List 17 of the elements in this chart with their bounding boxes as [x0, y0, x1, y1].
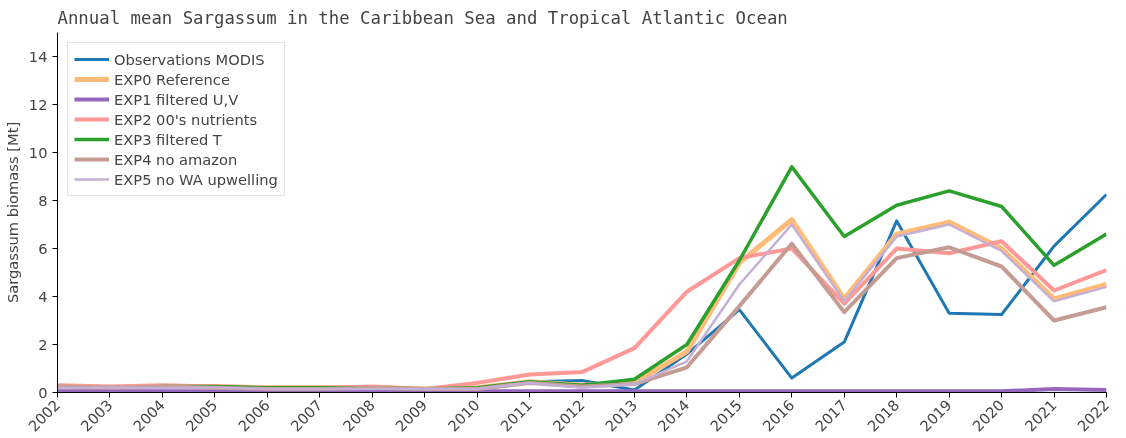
y-tick-label: 2	[38, 335, 48, 353]
y-axis-title: Sargassum biomass [Mt]	[3, 121, 21, 304]
y-tick-label: 8	[38, 191, 48, 209]
y-tick-label: 14	[28, 47, 48, 65]
y-tick-label: 10	[28, 143, 48, 161]
legend-label: EXP5 no WA upwelling	[114, 170, 278, 188]
y-tick-label: 6	[38, 239, 48, 257]
chart-title: Annual mean Sargassum in the Caribbean Sea and Tropical Atlantic Ocean	[57, 7, 788, 28]
y-tick-label: 0	[38, 383, 48, 401]
legend-label: EXP4 no amazon	[114, 150, 238, 168]
legend-label: Observations MODIS	[114, 50, 265, 68]
legend-label: EXP0 Reference	[114, 70, 230, 88]
legend-label: EXP3 filtered T	[114, 130, 222, 148]
y-tick-label: 4	[38, 287, 48, 305]
y-tick-label: 12	[28, 95, 48, 113]
legend-label: EXP1 filtered U,V	[114, 90, 239, 108]
legend-label: EXP2 00's nutrients	[114, 110, 258, 128]
